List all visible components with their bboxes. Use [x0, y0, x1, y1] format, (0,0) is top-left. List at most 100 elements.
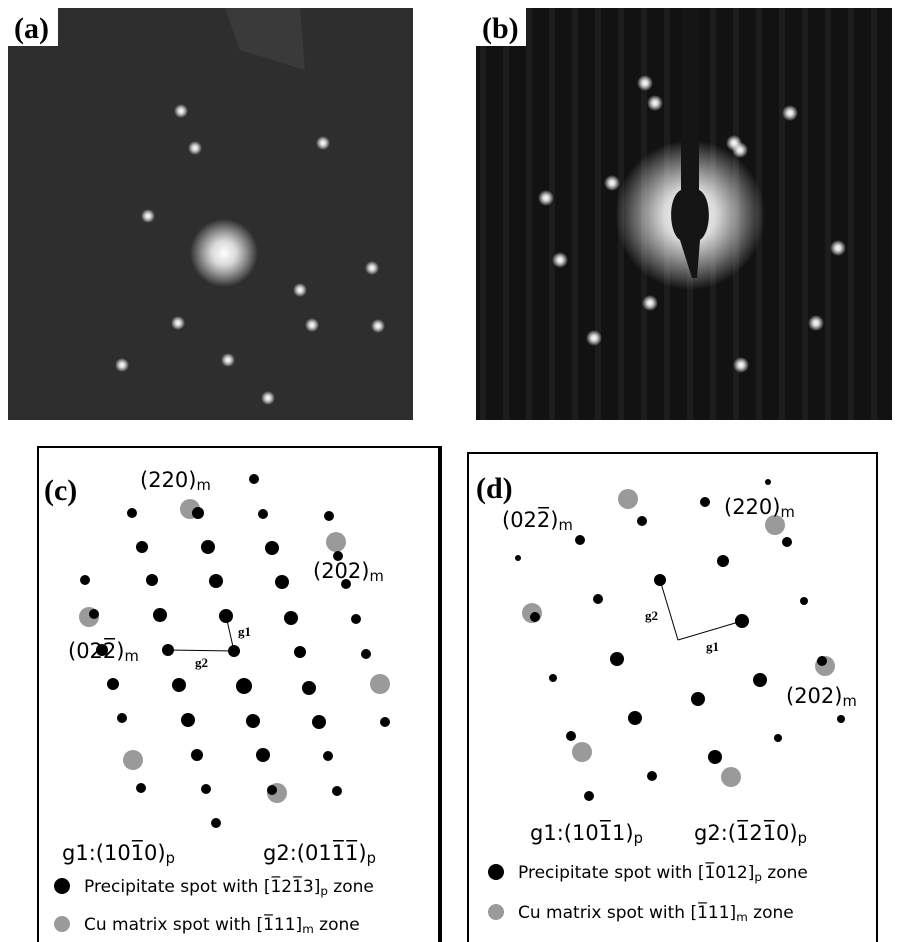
diffraction-spot: [552, 252, 568, 268]
spot: [123, 750, 143, 770]
photo-a: [8, 8, 413, 420]
text-part: (220): [724, 495, 780, 519]
spot: [637, 516, 647, 526]
panel-label: (c): [44, 474, 77, 507]
spot: [380, 717, 390, 727]
subscript: m: [558, 517, 572, 534]
diffraction-spot: [647, 95, 663, 111]
streak: [871, 8, 877, 420]
subscript: p: [754, 870, 762, 884]
index-label: Cu matrix spot with [1̅11]m zone: [518, 901, 794, 924]
g-vector-label: g1: [706, 639, 719, 654]
diffraction-spot: [171, 316, 185, 330]
spot: [332, 786, 342, 796]
text-part: (220): [140, 468, 196, 492]
text-part: (022̅): [68, 637, 124, 663]
streak: [526, 8, 532, 420]
spot: [800, 597, 808, 605]
spot: [575, 535, 585, 545]
g-vector-label: g2: [645, 608, 658, 623]
subscript: m: [302, 922, 314, 936]
spot: [530, 612, 540, 622]
figure: (a)(b)(c)(d)g1g2g2g1(220)m(202)m(022̅)m(…: [0, 0, 899, 942]
diffraction-spot: [293, 283, 307, 297]
text-part: (202): [313, 559, 369, 583]
spot: [80, 575, 90, 585]
index-label: Cu matrix spot with [1̅11]m zone: [84, 913, 360, 936]
text-part: g2:: [263, 841, 297, 865]
panel-label: (d): [476, 472, 513, 505]
spot: [284, 611, 298, 625]
spot: [628, 711, 642, 725]
streak: [595, 8, 601, 420]
text-part: (011̅1̅): [297, 839, 367, 865]
diffraction-spot: [115, 358, 129, 372]
spot: [488, 864, 504, 880]
spot: [275, 575, 289, 589]
spot: [572, 742, 592, 762]
text-part: [1̅012]: [698, 861, 755, 883]
diffraction-spot: [305, 318, 319, 332]
spot: [211, 818, 221, 828]
spot: [192, 507, 204, 519]
spot: [209, 574, 223, 588]
g-vector-label: g1: [238, 624, 251, 639]
subscript: p: [166, 850, 175, 867]
subscript: p: [320, 884, 328, 898]
spot: [236, 678, 252, 694]
index-label: g2:(1̅21̅0)p: [694, 819, 807, 847]
diffraction-spot: [261, 391, 275, 405]
text-part: (101̅1): [564, 819, 634, 845]
index-label: (220)m: [140, 468, 211, 494]
spot: [584, 791, 594, 801]
g-vector: [660, 580, 678, 640]
spot: [817, 656, 827, 666]
text-part: [1̅21̅3]: [264, 875, 321, 897]
diffraction-spot: [188, 141, 202, 155]
spot: [324, 511, 334, 521]
spot: [54, 916, 70, 932]
spot: [700, 497, 710, 507]
diffraction-spot: [316, 136, 330, 150]
subscript: m: [780, 504, 794, 521]
spot: [593, 594, 603, 604]
text-part: (101̅0): [96, 839, 166, 865]
index-label: Precipitate spot with [1̅012]p zone: [518, 861, 808, 884]
streak: [825, 8, 831, 420]
spot: [191, 749, 203, 761]
streak: [779, 8, 785, 420]
spot: [753, 673, 767, 687]
index-label: (022̅)m: [68, 637, 139, 665]
text-part: Cu matrix spot with: [84, 915, 256, 935]
streak: [572, 8, 578, 420]
spot: [361, 649, 371, 659]
spot: [302, 681, 316, 695]
panel-c-box: [38, 447, 441, 942]
text-part: Precipitate spot with: [518, 863, 698, 883]
diffraction-spot: [604, 175, 620, 191]
spot: [717, 555, 729, 567]
streak: [802, 8, 808, 420]
subscript: p: [634, 830, 643, 847]
index-label: (202)m: [313, 559, 384, 585]
text-part: g2:: [694, 821, 728, 845]
spot: [201, 540, 215, 554]
spot: [765, 479, 771, 485]
spot: [127, 508, 137, 518]
spot: [258, 509, 268, 519]
streak: [503, 8, 509, 420]
text-part: (1̅21̅0): [728, 819, 798, 845]
diffraction-spot: [190, 219, 258, 287]
diffraction-spot: [637, 75, 653, 91]
spot: [647, 771, 657, 781]
spot: [54, 878, 70, 894]
spot: [782, 537, 792, 547]
spot: [256, 748, 270, 762]
spot: [708, 750, 722, 764]
spot: [249, 474, 259, 484]
text-part: (022̅): [502, 506, 558, 532]
diffraction-spot: [830, 240, 846, 256]
text-part: [1̅11]: [256, 913, 302, 935]
spot: [549, 674, 557, 682]
index-label: g2:(011̅1̅)p: [263, 839, 376, 867]
